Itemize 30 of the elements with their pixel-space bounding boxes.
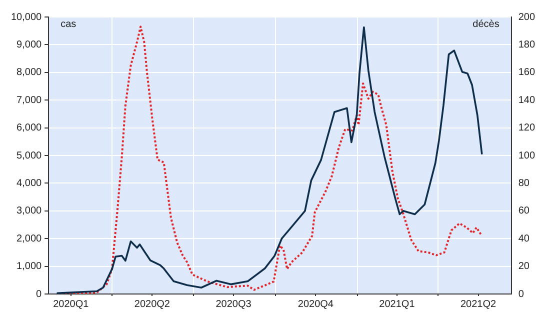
y2-tick-label: 180 xyxy=(518,39,536,50)
y-tick-label: 4,000 xyxy=(16,178,42,189)
y-axis-title: cas xyxy=(60,18,76,30)
y2-tick-label: 160 xyxy=(518,67,536,78)
x-tick-label: 2021Q2 xyxy=(460,298,496,310)
x-tick-label: 2021Q1 xyxy=(379,298,416,310)
y-tick-label: 9,000 xyxy=(16,39,42,50)
y-tick-label: 5,000 xyxy=(16,150,42,162)
x-tick-label: 2020Q2 xyxy=(134,298,170,310)
x-tick-label: 2020Q4 xyxy=(298,298,334,310)
y-tick-label: 1,000 xyxy=(16,261,42,272)
y2-tick-label: 140 xyxy=(518,94,536,106)
y2-tick-label: 100 xyxy=(518,150,536,162)
y2-tick-label: 200 xyxy=(518,12,536,23)
x-tick-label: 2020Q3 xyxy=(216,298,252,310)
y-tick-label: 8,000 xyxy=(16,67,42,78)
y2-tick-label: 80 xyxy=(518,178,530,189)
y2-tick-label: 120 xyxy=(518,122,536,134)
y2-tick-label: 60 xyxy=(518,206,530,217)
y-tick-label: 7,000 xyxy=(16,94,42,106)
y2-axis-title: décès xyxy=(472,18,500,30)
y-tick-label: 3,000 xyxy=(16,206,42,217)
y-tick-label: 10,000 xyxy=(10,12,42,23)
y-tick-label: 2,000 xyxy=(16,233,42,244)
x-tick-label: 2020Q1 xyxy=(53,298,90,310)
y2-tick-label: 20 xyxy=(518,261,530,272)
y2-tick-label: 40 xyxy=(518,233,530,244)
y-tick-label: 0 xyxy=(36,288,42,300)
y-tick-label: 6,000 xyxy=(16,122,42,134)
y2-tick-label: 0 xyxy=(518,288,524,300)
